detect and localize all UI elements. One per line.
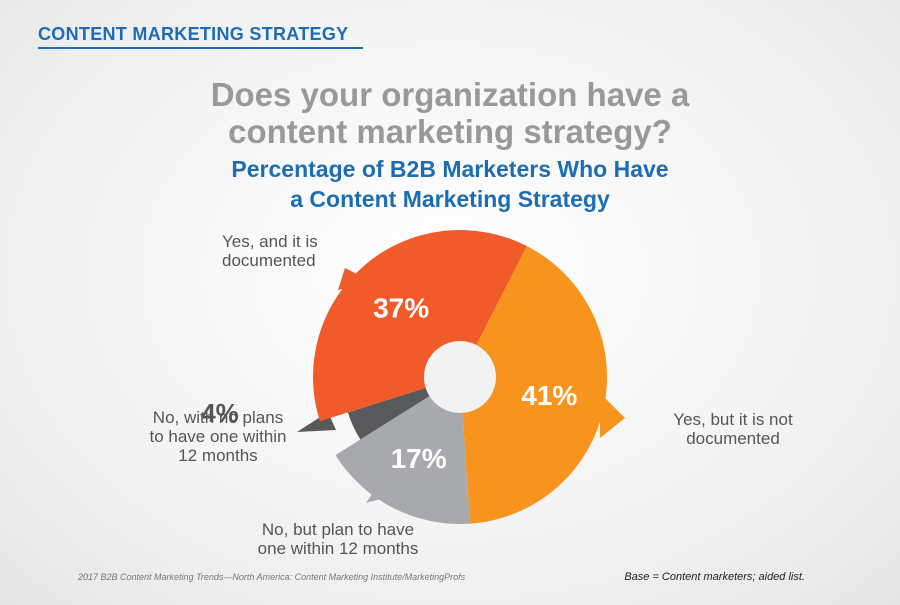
- source-note: 2017 B2B Content Marketing Trends—North …: [78, 572, 466, 582]
- chart-title-line-1: Percentage of B2B Marketers Who Have: [231, 156, 669, 182]
- chart-title-line-2: a Content Marketing Strategy: [290, 186, 610, 212]
- label-no-plan-to-have: No, but plan to have one within 12 months: [238, 520, 438, 558]
- section-divider: [38, 47, 363, 49]
- label-line: No, with no plans: [152, 408, 284, 427]
- value-no-no-plans: 4%: [201, 398, 239, 428]
- label-yes-not-documented: Yes, but it is not documented: [633, 410, 833, 448]
- label-no-no-plans: No, with no plans to have one within 12 mo…: [128, 408, 308, 465]
- value-no-plan-to-have: 17%: [391, 443, 447, 474]
- chart-title: Percentage of B2B Marketers Who Have a C…: [165, 154, 735, 214]
- question-heading: Does your organization have a content ma…: [120, 76, 780, 150]
- slice-yes-documented: [313, 229, 527, 422]
- slice-yes-not-documented-pointer: [600, 393, 625, 438]
- label-line: Yes, and it is: [222, 232, 318, 251]
- label-line: documented: [686, 429, 780, 448]
- label-line: Yes, but it is not: [673, 410, 793, 429]
- section-label: CONTENT MARKETING STRATEGY: [38, 24, 349, 44]
- value-yes-documented: 37%: [373, 293, 429, 324]
- label-line: documented: [222, 251, 316, 270]
- label-line: one within 12 months: [257, 539, 419, 558]
- slice-no-plan-to-have: [335, 377, 471, 525]
- label-yes-documented: Yes, and it is documented: [222, 232, 318, 270]
- value-yes-not-documented: 41%: [521, 380, 577, 411]
- label-line: No, but plan to have: [261, 520, 415, 539]
- question-line-1: Does your organization have a: [210, 76, 690, 113]
- slice-yes-not-documented: [460, 246, 608, 524]
- pie-center-hole: [424, 341, 496, 413]
- label-line: to have one within: [149, 427, 287, 446]
- base-note: Base = Content marketers; aided list.: [624, 571, 805, 583]
- question-line-2: content marketing strategy?: [228, 113, 672, 150]
- label-line: 12 months: [178, 446, 258, 465]
